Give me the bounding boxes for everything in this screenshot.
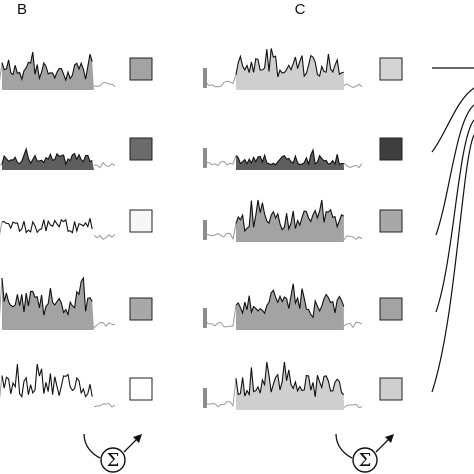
trace-c-4-line (235, 283, 345, 319)
trace-c-1-tail (343, 83, 363, 89)
trace-c-1-line (235, 48, 344, 78)
trace-b-2-line (1, 147, 93, 166)
panel-b-label: B (17, 1, 27, 18)
trace-c-4-pre (205, 304, 237, 328)
color-square-b-2 (129, 137, 153, 161)
trace-b-3-pre (0, 221, 3, 235)
sigma-curve-c (335, 433, 353, 459)
connector-lines (431, 67, 474, 393)
scale-bar-c-5 (203, 388, 207, 408)
trace-b-1-fill (2, 52, 94, 90)
color-square-c-1 (379, 57, 403, 81)
trace-c-2-pre (205, 155, 237, 167)
sigma-arrowhead-c (385, 434, 394, 443)
trace-c-5-tail (343, 403, 363, 409)
panel-c-squares (379, 57, 403, 401)
trace-b-2-tail (93, 161, 116, 169)
trace-c-3-fill (236, 200, 344, 242)
sigma-circle-c (352, 447, 378, 473)
sigma-symbol-c: Σ (359, 450, 372, 471)
trace-c-3-line (235, 199, 345, 233)
trace-c-2-fill (236, 150, 344, 170)
scale-bar-c-4 (203, 308, 207, 328)
trace-b-4-tail (93, 321, 116, 329)
panel-c-scale-bars (203, 68, 207, 408)
scale-bar-c-3 (203, 220, 207, 240)
panel-c-traces (205, 48, 363, 410)
sigma-arrowhead-b (133, 434, 142, 443)
trace-b-4-pre (0, 277, 3, 317)
trace-c-2-tail (343, 162, 363, 169)
sigma-node-b: Σ (83, 433, 142, 473)
color-square-b-4 (129, 297, 153, 321)
trace-c-5-fill (236, 362, 344, 410)
scale-bar-c-1 (203, 68, 207, 88)
trace-b-1-pre (0, 62, 3, 82)
connector-line-2 (431, 87, 474, 153)
connector-line-4 (435, 119, 474, 313)
color-square-c-4 (379, 297, 403, 321)
connector-line-5 (431, 134, 474, 393)
trace-c-1-pre (205, 74, 237, 88)
panel-b-squares (129, 57, 153, 401)
trace-b-3-tail (93, 233, 116, 241)
sigma-circle-b (100, 447, 126, 473)
trace-c-5-line (235, 361, 345, 397)
trace-b-3-line (1, 218, 93, 234)
connector-line-3 (435, 104, 474, 236)
color-square-b-5 (129, 377, 153, 401)
color-square-b-3 (129, 209, 153, 233)
color-square-c-5 (379, 377, 403, 401)
trace-b-5-tail (93, 402, 116, 408)
color-square-c-2 (379, 137, 403, 161)
color-square-c-3 (379, 209, 403, 233)
trace-c-4-tail (343, 321, 363, 329)
trace-b-4-line (1, 276, 93, 317)
panel-b-traces (0, 51, 116, 408)
trace-b-5-pre (0, 375, 3, 400)
trace-c-4-fill (236, 283, 344, 330)
trace-b-1-tail (93, 82, 116, 87)
trace-c-2-line (235, 148, 344, 167)
sigma-node-c: Σ (335, 433, 394, 473)
trace-c-3-pre (205, 223, 237, 241)
color-square-b-1 (129, 57, 153, 81)
trace-b-5-line (1, 363, 93, 399)
trace-c-1-fill (236, 48, 344, 90)
trace-c-5-pre (205, 378, 237, 408)
trace-b-1-line (1, 51, 93, 82)
trace-c-3-tail (343, 235, 363, 241)
panel-c-label: C (295, 1, 306, 18)
sigma-curve-b (83, 433, 101, 459)
sigma-symbol-b: Σ (107, 450, 120, 471)
scale-bar-c-2 (203, 148, 207, 168)
